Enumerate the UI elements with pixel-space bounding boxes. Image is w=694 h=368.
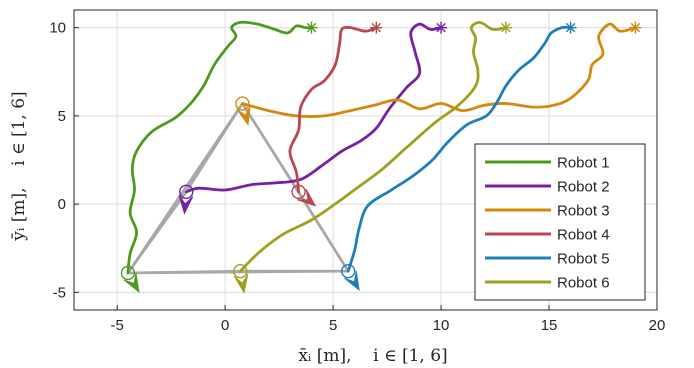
x-tick-label: 10 <box>433 317 450 334</box>
formation-edge <box>185 102 244 193</box>
y-tick-label: 10 <box>49 20 66 37</box>
y-tick-label: 5 <box>58 108 66 125</box>
goal-marker-robot-3 <box>630 22 641 33</box>
heading-arrow-robot-3 <box>236 105 251 126</box>
x-axis-ticks: -5 0 5 10 15 20 <box>111 305 666 334</box>
x-tick-label: 0 <box>221 317 229 334</box>
start-marker-robot-3 <box>235 96 250 111</box>
goal-marker-robot-1 <box>306 22 317 33</box>
legend-label: Robot 4 <box>557 227 610 244</box>
x-tick-label: -5 <box>111 317 124 334</box>
x-tick-label: 15 <box>541 317 558 334</box>
legend-label: Robot 2 <box>557 179 610 196</box>
trajectory-robot-4 <box>288 25 378 194</box>
formation-edge <box>126 191 188 274</box>
legend-label: Robot 3 <box>557 203 610 220</box>
heading-arrow-robot-4 <box>296 188 317 207</box>
robot-markers <box>120 21 642 294</box>
start-marker-robot-6 <box>233 263 248 279</box>
y-axis-label: ȳᵢ [m], i ∈ [1, 6] <box>9 91 29 241</box>
legend-label: Robot 6 <box>557 275 610 292</box>
x-tick-label: 5 <box>329 317 337 334</box>
y-tick-label: -5 <box>53 284 66 301</box>
x-axis-label: x̄ᵢ [m], i ∈ [1, 6] <box>298 346 447 366</box>
legend-label: Robot 1 <box>557 155 610 172</box>
trajectory-robot-1 <box>126 20 313 275</box>
goal-marker-robot-2 <box>436 22 446 33</box>
goal-marker-robot-6 <box>501 22 511 33</box>
heading-arrow-robot-1 <box>123 272 140 293</box>
trajectory-lines <box>126 20 637 275</box>
start-marker-robot-2 <box>179 184 194 199</box>
legend-box <box>474 143 646 301</box>
plot-frame <box>73 9 658 311</box>
formation-graph <box>126 102 350 275</box>
formation-edge <box>241 102 300 193</box>
formation-edge <box>297 191 350 272</box>
y-axis-ticks: -5 0 5 10 <box>49 20 79 301</box>
start-marker-robot-5 <box>341 263 356 279</box>
start-marker-robot-4 <box>291 184 306 199</box>
goal-marker-robot-4 <box>371 22 382 33</box>
formation-edge <box>127 269 241 275</box>
y-tick-label: 0 <box>58 196 66 213</box>
legend-label: Robot 5 <box>557 251 610 268</box>
goal-marker-robot-5 <box>565 22 576 33</box>
x-tick-label: 20 <box>649 317 666 334</box>
heading-arrow-robot-5 <box>343 271 360 292</box>
heading-arrow-robot-6 <box>233 273 249 294</box>
heading-arrow-robot-2 <box>178 194 194 215</box>
trajectory-robot-6 <box>238 20 508 273</box>
legend: Robot 1 Robot 2 Robot 3 Robot 4 Robot 5 Robot… <box>474 143 646 301</box>
trajectory-robot-5 <box>346 25 572 273</box>
trajectory-robot-2 <box>184 22 443 194</box>
start-marker-robot-1 <box>120 265 136 281</box>
